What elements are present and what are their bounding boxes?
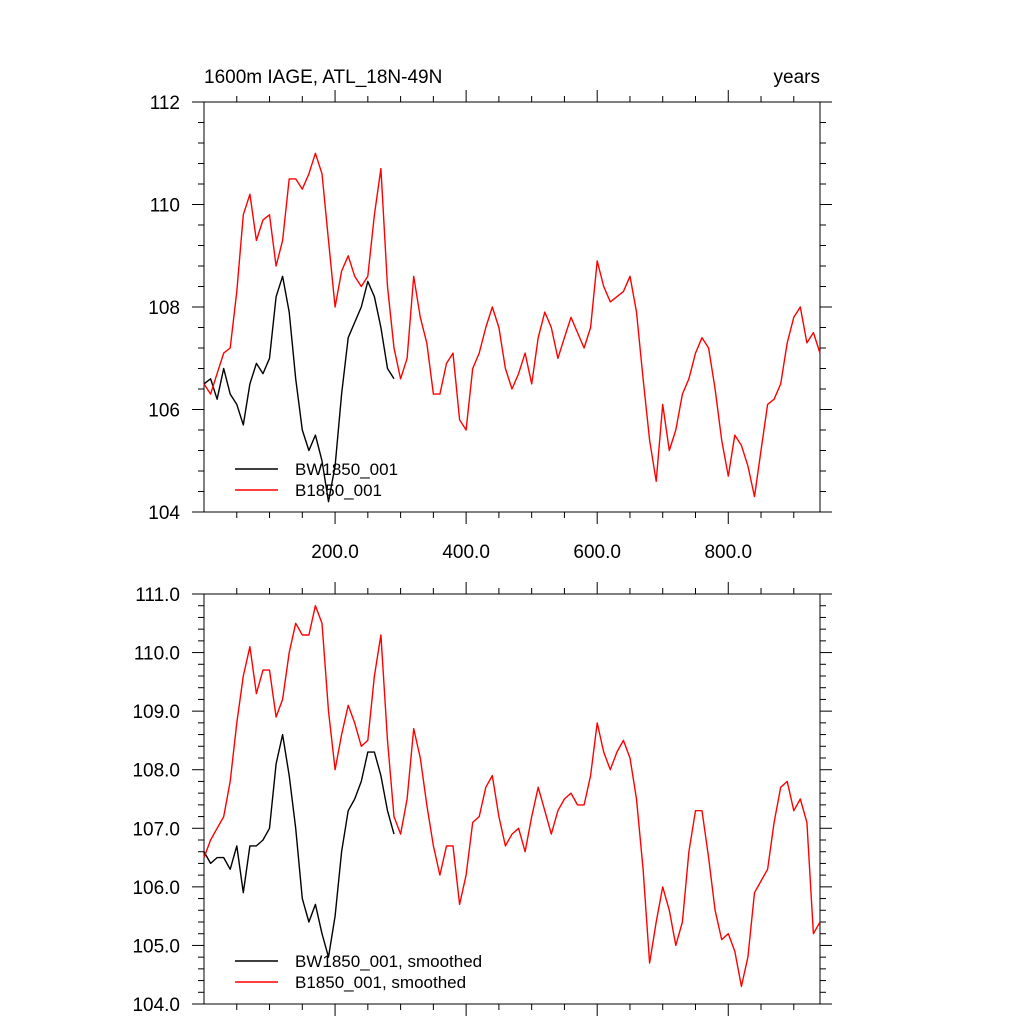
units-label: years [774,67,820,88]
chart-title: 1600m IAGE, ATL_18N-49N [204,67,442,88]
y-tick-label: 110 [150,196,180,217]
plot-frame [203,593,821,1005]
y-tick-label: 109.0 [132,702,180,723]
y-tick-label: 108.0 [132,761,180,782]
y-tick-label: 106 [148,401,180,422]
legend-label: BW1850_001, smoothed [295,952,482,971]
x-tick-label: 600.0 [573,542,621,563]
series-line-b1850 [203,152,821,498]
x-tick-label: 800.0 [704,542,752,563]
y-tick-label: 111.0 [135,585,180,606]
series-line-bw1850 [203,275,395,503]
y-tick-label: 107.0 [132,819,180,840]
y-tick-label: 110.0 [134,644,180,665]
legend-label: BW1850_001 [295,460,398,479]
plot-frame [203,101,821,513]
x-tick-label: 200.0 [311,542,359,563]
y-tick-label: 104 [148,503,180,524]
y-tick-label: 108 [148,298,180,319]
legend-label: B1850_001 [295,481,382,500]
y-tick-label: 104.0 [132,995,180,1016]
y-tick-label: 105.0 [132,936,180,957]
x-tick-label: 400.0 [442,542,490,563]
legend-label: B1850_001, smoothed [295,973,466,992]
series-line-bw1850 [203,733,395,958]
y-tick-label: 106.0 [132,878,180,899]
series-line-b1850 [203,605,821,988]
y-tick-label: 112 [150,93,180,114]
